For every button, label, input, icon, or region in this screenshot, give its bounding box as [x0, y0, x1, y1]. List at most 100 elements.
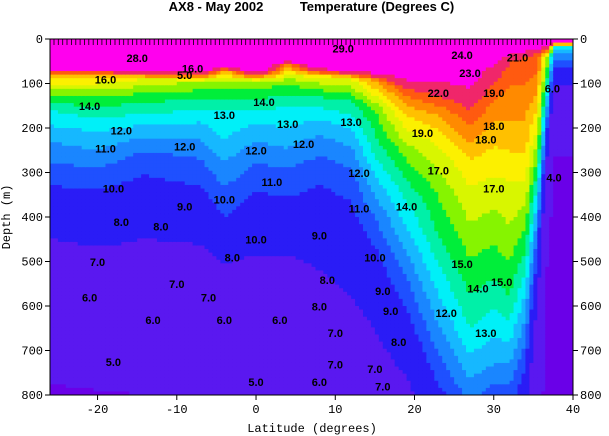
temperature-cell	[180, 188, 186, 193]
temperature-cell	[53, 313, 59, 318]
temperature-cell	[208, 74, 214, 79]
temperature-cell	[236, 377, 241, 382]
temperature-cell	[160, 348, 166, 353]
temperature-cell	[133, 341, 138, 346]
temperature-cell	[61, 241, 67, 247]
temperature-cell	[145, 220, 150, 225]
temperature-cell	[172, 234, 178, 239]
temperature-cell	[117, 85, 122, 90]
temperature-cell	[125, 256, 130, 261]
temperature-cell	[69, 42, 75, 47]
temperature-cell	[125, 49, 130, 54]
temperature-cell	[105, 323, 111, 328]
temperature-cell	[228, 291, 233, 296]
temperature-cell	[172, 145, 178, 150]
temperature-cell	[77, 71, 83, 76]
temperature-cell	[240, 384, 245, 389]
temperature-cell	[117, 117, 122, 122]
temperature-cell	[180, 81, 186, 86]
temperature-cell	[133, 56, 138, 61]
temperature-cell	[105, 302, 111, 307]
temperature-cell	[192, 277, 198, 282]
temperature-cell	[153, 177, 158, 182]
temperature-cell	[73, 56, 79, 61]
temperature-cell	[73, 106, 79, 111]
temperature-cell	[156, 206, 162, 211]
temperature-cell	[232, 145, 237, 150]
temperature-cell	[244, 53, 249, 58]
temperature-cell	[73, 227, 79, 232]
temperature-cell	[208, 117, 214, 122]
temperature-cell	[73, 135, 79, 140]
temperature-cell	[81, 142, 87, 147]
temperature-cell	[137, 217, 142, 222]
temperature-cell	[184, 206, 190, 211]
temperature-cell	[244, 74, 249, 79]
temperature-cell	[224, 302, 229, 307]
temperature-cell	[232, 149, 237, 154]
temperature-cell	[69, 249, 75, 254]
temperature-cell	[224, 124, 229, 129]
temperature-cell	[121, 199, 126, 204]
temperature-cell	[89, 245, 95, 250]
temperature-cell	[129, 149, 134, 154]
temperature-cell	[125, 284, 130, 289]
temperature-cell	[77, 160, 83, 165]
temperature-cell	[85, 39, 91, 44]
temperature-cell	[164, 209, 170, 215]
temperature-cell	[85, 128, 91, 133]
temperature-cell	[145, 88, 150, 93]
temperature-cell	[236, 145, 241, 150]
temperature-cell	[153, 74, 158, 79]
temperature-cell	[53, 88, 59, 93]
temperature-cell	[220, 199, 225, 204]
temperature-cell	[145, 380, 150, 385]
temperature-cell	[232, 387, 237, 393]
temperature-cell	[228, 327, 233, 332]
temperature-cell	[129, 224, 134, 229]
temperature-cell	[109, 81, 114, 86]
temperature-cell	[77, 327, 83, 332]
temperature-cell	[125, 202, 130, 207]
temperature-cell	[129, 345, 134, 350]
temperature-cell	[97, 313, 103, 318]
temperature-cell	[188, 177, 194, 182]
temperature-cell	[164, 373, 170, 378]
temperature-cell	[204, 320, 210, 325]
temperature-cell	[160, 106, 166, 111]
temperature-cell	[240, 195, 245, 200]
temperature-cell	[145, 135, 150, 140]
temperature-cell	[172, 323, 178, 328]
temperature-cell	[184, 170, 190, 175]
temperature-cell	[125, 95, 130, 101]
temperature-cell	[192, 85, 198, 90]
temperature-cell	[125, 131, 130, 136]
temperature-cell	[204, 227, 210, 232]
temperature-cell	[208, 362, 214, 368]
temperature-cell	[137, 227, 142, 232]
temperature-cell	[168, 63, 174, 69]
temperature-cell	[77, 56, 83, 61]
temperature-cell	[192, 302, 198, 307]
temperature-cell	[156, 95, 162, 101]
temperature-cell	[156, 227, 162, 232]
temperature-cell	[53, 302, 59, 307]
temperature-cell	[180, 206, 186, 211]
temperature-cell	[141, 370, 146, 375]
temperature-cell	[180, 373, 186, 378]
temperature-cell	[57, 281, 63, 286]
temperature-cell	[133, 170, 138, 175]
temperature-cell	[145, 42, 150, 47]
temperature-cell	[105, 295, 111, 300]
temperature-cell	[73, 387, 79, 393]
temperature-cell	[137, 313, 142, 318]
temperature-cell	[184, 320, 190, 325]
temperature-cell	[232, 259, 237, 264]
temperature-cell	[97, 256, 103, 261]
temperature-cell	[121, 103, 126, 108]
temperature-cell	[176, 252, 182, 257]
temperature-cell	[105, 330, 111, 336]
temperature-cell	[160, 249, 166, 254]
temperature-cell	[89, 78, 95, 83]
temperature-cell	[232, 195, 237, 200]
